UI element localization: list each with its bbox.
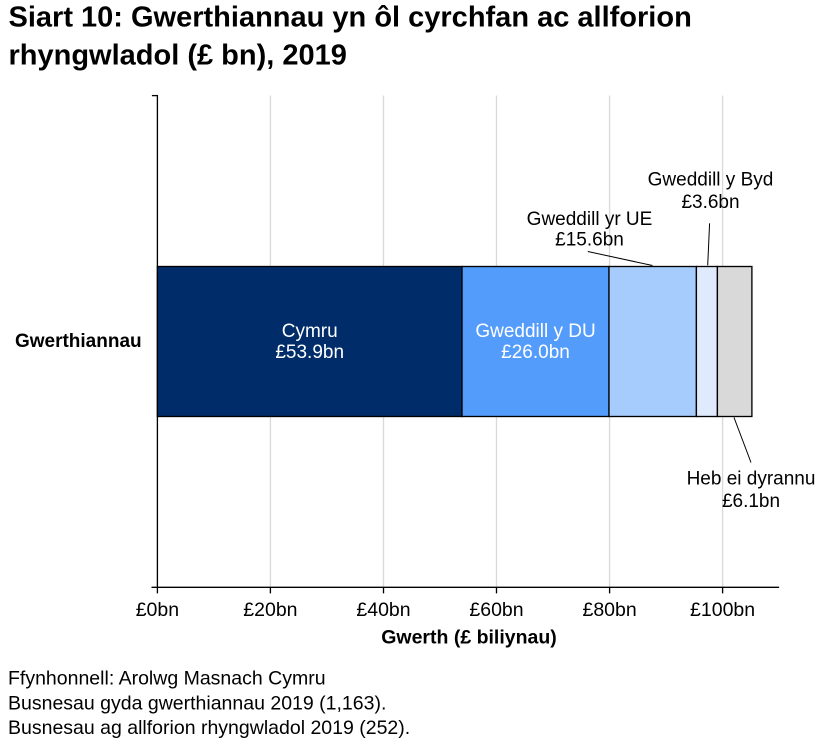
- svg-text:Gweddill y DU: Gweddill y DU: [475, 321, 595, 342]
- svg-text:£6.1bn: £6.1bn: [722, 491, 780, 512]
- svg-text:£15.6bn: £15.6bn: [555, 230, 624, 251]
- svg-text:Busnesau gyda gwerthiannau 201: Busnesau gyda gwerthiannau 2019 (1,163).: [8, 693, 386, 715]
- svg-text:Gweddill yr UE: Gweddill yr UE: [527, 209, 653, 230]
- svg-text:£100bn: £100bn: [690, 599, 755, 621]
- svg-text:£40bn: £40bn: [356, 599, 410, 621]
- svg-text:rhyngwladol (£ bn), 2019: rhyngwladol (£ bn), 2019: [9, 40, 347, 72]
- svg-text:Siart 10: Gwerthiannau yn ôl c: Siart 10: Gwerthiannau yn ôl cyrchfan ac…: [9, 2, 692, 34]
- svg-text:Gwerthiannau: Gwerthiannau: [15, 331, 142, 352]
- svg-text:Cymru: Cymru: [282, 321, 338, 342]
- svg-text:Gwerth (£ biliynau): Gwerth (£ biliynau): [381, 627, 557, 649]
- svg-text:£3.6bn: £3.6bn: [681, 192, 739, 213]
- svg-text:Heb ei dyrannu: Heb ei dyrannu: [687, 469, 816, 490]
- svg-text:£60bn: £60bn: [469, 599, 523, 621]
- svg-text:£80bn: £80bn: [582, 599, 636, 621]
- svg-text:Busnesau ag allforion rhyngwla: Busnesau ag allforion rhyngwladol 2019 (…: [8, 717, 410, 739]
- svg-text:£20bn: £20bn: [243, 599, 297, 621]
- svg-text:£0bn: £0bn: [136, 599, 179, 621]
- svg-text:Ffynhonnell: Arolwg Masnach Cy: Ffynhonnell: Arolwg Masnach Cymru: [8, 667, 326, 689]
- svg-text:£26.0bn: £26.0bn: [501, 342, 570, 363]
- svg-text:Gweddill y Byd: Gweddill y Byd: [648, 170, 774, 191]
- svg-text:£53.9bn: £53.9bn: [275, 342, 344, 363]
